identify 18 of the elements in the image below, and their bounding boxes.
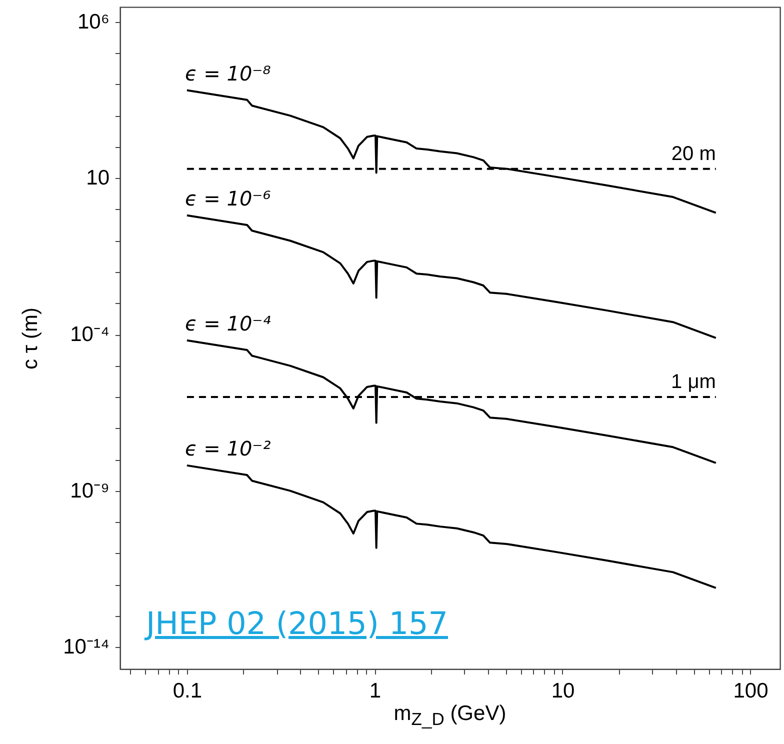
annotation: JHEP 02 (2015) 157 [146,606,448,642]
ref-line-label: 20 m [671,142,716,165]
x-tick-label: 100 [733,680,768,702]
x-axis-title: m$_{Z_D}$ (GeV) [392,702,508,730]
x-tick-label: 1 [369,680,382,702]
series-label: ϵ = 10⁻⁴ [184,311,271,336]
y-tick-label: 10⁻⁴ [70,323,110,346]
series-label: ϵ = 10⁻⁸ [184,61,271,86]
y-tick-label: 10 [86,166,110,190]
y-tick-label: 10⁶ [77,10,110,34]
ref-line-label: 1 μm [671,371,716,394]
x-tick-label: 0.1 [172,680,202,702]
y-axis-title: c τ (m) [19,308,42,370]
y-tick-label: 10⁻¹⁴ [63,636,110,659]
series-label: ϵ = 10⁻² [184,436,271,460]
series-label: ϵ = 10⁻⁶ [184,186,271,210]
y-tick-label: 10⁻⁹ [70,479,110,502]
x-tick-label: 10 [551,680,575,702]
